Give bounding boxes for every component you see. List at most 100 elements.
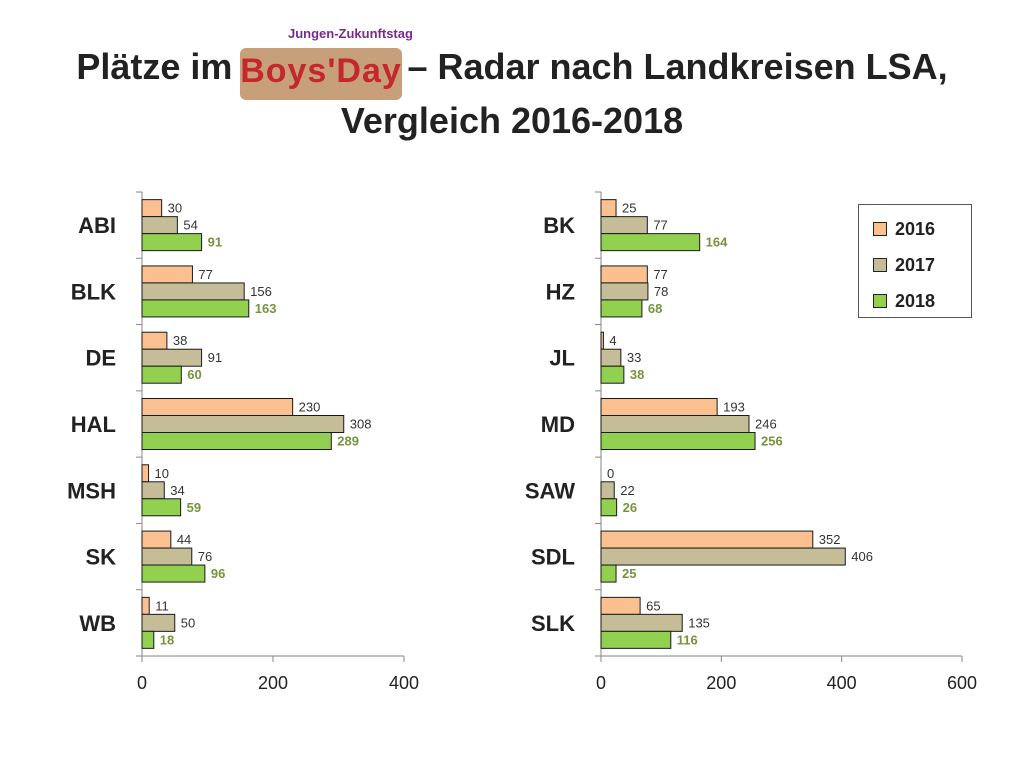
chart-0-x-tick-label: 0 <box>137 673 147 693</box>
chart-1-data-label-2017: 22 <box>620 483 634 498</box>
logo-wordmark-bg: Boys'Day <box>240 48 402 100</box>
chart-1-data-label-2018: 256 <box>761 434 783 449</box>
chart-1-data-label-2017: 33 <box>627 350 641 365</box>
chart-1-bar-2016 <box>600 596 641 615</box>
chart-0-data-label-2016: 38 <box>173 333 187 348</box>
chart-1-bar-2017 <box>600 282 649 301</box>
chart-1-category-label: MD <box>541 412 575 437</box>
chart-1-data-label-2018: 164 <box>706 235 728 250</box>
chart-1-category-label: BK <box>543 213 575 238</box>
title-before-logo: Plätze im <box>76 46 233 87</box>
chart-1-bar-2018 <box>600 564 617 583</box>
chart-0-bar-2016 <box>141 398 294 416</box>
chart-0-data-label-2016: 77 <box>198 267 212 282</box>
logo-tagline: Jungen-Zukunftstag <box>288 26 413 41</box>
chart-1-x-tick-label: 200 <box>706 673 736 693</box>
chart-0-bar-2018 <box>141 299 250 318</box>
page-title: Plätze im – Radar nach Landkreisen LSA, V… <box>0 40 1024 148</box>
chart-0-data-label-2016: 10 <box>155 466 169 481</box>
chart-0-bar-2017 <box>141 613 176 632</box>
chart-1-bar-2017 <box>600 481 615 500</box>
chart-1-bar-2017 <box>600 547 846 566</box>
chart-0-data-label-2017: 50 <box>181 615 195 630</box>
chart-0-bar-2017 <box>141 282 245 301</box>
chart-1-category-label: SLK <box>531 611 575 636</box>
chart-0-bar-2017 <box>141 481 165 500</box>
chart-0-data-label-2016: 44 <box>177 532 191 547</box>
legend-swatch-2017 <box>873 258 887 272</box>
chart-1-bar-2018 <box>600 498 618 517</box>
chart-1-bar-2017 <box>600 216 648 235</box>
chart-1-bar-2017 <box>600 348 622 367</box>
chart-1-bar-2016 <box>600 199 617 218</box>
logo-wordmark: Boys'Day <box>240 52 402 90</box>
chart-0-data-label-2016: 11 <box>155 598 169 613</box>
chart-0-category-label: SK <box>85 545 116 570</box>
chart-1-data-label-2016: 77 <box>653 267 667 282</box>
chart-0-x-tick-label: 200 <box>258 673 288 693</box>
chart-0-bar-2018 <box>141 630 155 649</box>
chart-legend: 2016 2017 2018 <box>858 204 972 318</box>
chart-1-data-label-2017: 406 <box>851 549 873 564</box>
chart-1-x-tick-label: 600 <box>947 673 977 693</box>
chart-0-bar-2016 <box>141 596 150 615</box>
chart-0-bar-2018 <box>141 498 182 517</box>
chart-1-data-label-2017: 246 <box>755 417 777 432</box>
chart-1-data-label-2016: 352 <box>819 532 841 547</box>
chart-1-category-label: JL <box>549 346 575 371</box>
chart-0-category-label: WB <box>79 611 116 636</box>
chart-1-data-label-2018: 25 <box>622 566 636 581</box>
chart-1-category-label: SAW <box>525 478 575 503</box>
legend-item-2016: 2016 <box>873 219 935 239</box>
chart-1-data-label-2018: 68 <box>648 301 662 316</box>
chart-0-bar-2016 <box>141 265 193 284</box>
chart-0-data-label-2018: 60 <box>187 367 201 382</box>
chart-0-x-tick-label: 400 <box>389 673 419 693</box>
chart-0-category-label: BLK <box>71 279 116 304</box>
chart-1-data-label-2016: 4 <box>609 333 616 348</box>
chart-1-bar-2017 <box>600 613 683 632</box>
chart-1-bar-2018 <box>600 630 672 649</box>
chart-0-bar-2018 <box>141 233 203 252</box>
chart-1-data-label-2016: 25 <box>622 201 636 216</box>
chart-0-category-label: MSH <box>67 478 116 503</box>
legend-label-2018: 2018 <box>895 290 936 311</box>
chart-1-category-label: SDL <box>531 545 575 570</box>
chart-0-bar-2017 <box>141 216 178 235</box>
chart-1-bar-2018 <box>600 233 701 252</box>
chart-0-data-label-2016: 30 <box>168 201 182 216</box>
chart-0-bar-2016 <box>141 464 150 483</box>
legend-label-2016: 2016 <box>895 218 936 239</box>
chart-1-bar-2018 <box>600 432 756 450</box>
chart-1-data-label-2018: 38 <box>630 367 644 382</box>
title-line-2: Vergleich 2016-2018 <box>340 100 684 141</box>
chart-1-category-label: HZ <box>546 279 575 304</box>
chart-1-bar-2016 <box>600 398 718 416</box>
chart-1-bar-2017 <box>600 415 750 433</box>
chart-1-data-label-2018: 26 <box>623 500 637 515</box>
legend-item-2018: 2018 <box>873 291 935 311</box>
chart-0-data-label-2017: 34 <box>170 483 184 498</box>
chart-0-bar-2017 <box>141 547 193 566</box>
title-line-1: Plätze im – Radar nach Landkreisen LSA, <box>0 40 1024 94</box>
chart-0-data-label-2017: 54 <box>183 218 197 233</box>
chart-0-data-label-2018: 96 <box>211 566 225 581</box>
chart-0-data-label-2018: 59 <box>187 500 201 515</box>
chart-1-data-label-2016: 65 <box>646 598 660 613</box>
chart-0-bar-2018 <box>141 432 332 450</box>
chart-1-data-label-2017: 77 <box>653 218 667 233</box>
chart-1-data-label-2018: 116 <box>677 632 698 647</box>
chart-1-x-tick-label: 0 <box>596 673 606 693</box>
chart-1-data-label-2016: 0 <box>607 466 614 481</box>
chart-0-category-label: DE <box>85 346 116 371</box>
chart-1-bar-2016 <box>600 265 648 284</box>
chart-0-data-label-2016: 230 <box>299 400 321 415</box>
chart-1-data-label-2017: 135 <box>688 615 710 630</box>
chart-1-data-label-2016: 193 <box>723 400 745 415</box>
chart-0-bar-2016 <box>141 331 168 350</box>
chart-0-data-label-2017: 76 <box>198 549 212 564</box>
title-after-logo: – Radar nach Landkreisen LSA, <box>407 46 948 87</box>
chart-1-bar-2018 <box>600 299 643 318</box>
legend-swatch-2018 <box>873 294 887 308</box>
